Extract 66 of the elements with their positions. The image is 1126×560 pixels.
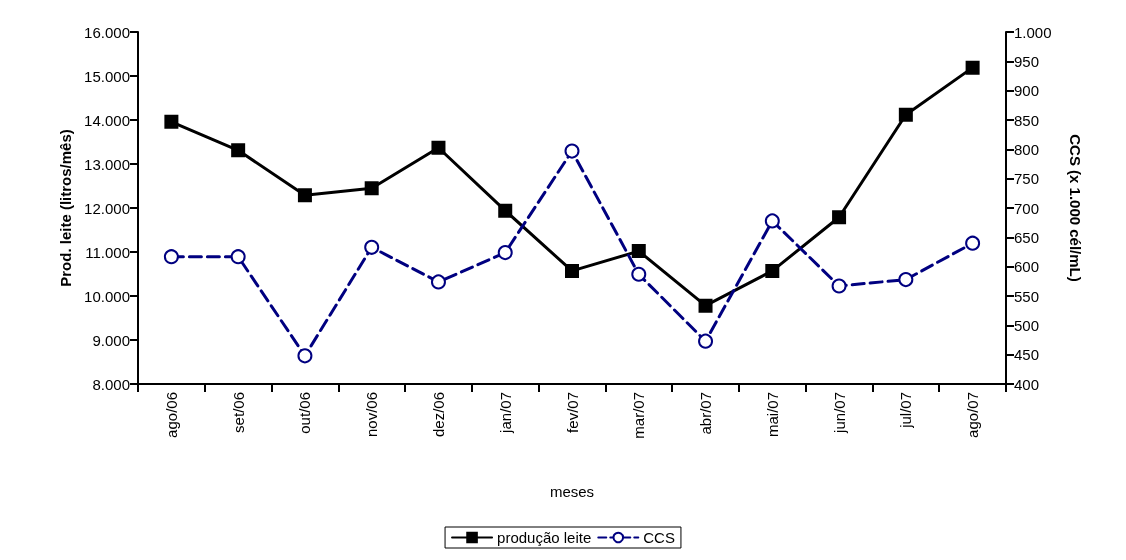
x-tick-label: fev/07 [563,392,581,433]
point [832,210,847,225]
x-axis-title: meses [549,483,595,500]
point [364,239,380,255]
y2-tick-label: 1.000 [1014,23,1052,41]
point [764,213,780,229]
y2-tick-label: 900 [1014,82,1040,100]
point [831,278,847,294]
x-tick-label: nov/06 [363,392,381,438]
y2-tick-label: 450 [1014,346,1040,364]
y2-tick-label: 500 [1014,316,1040,334]
y-tick-label: 16.000 [84,23,130,41]
x-tick-label: abr/07 [697,392,715,435]
point [965,235,981,251]
point [564,143,580,159]
y2-tick-label: 700 [1014,199,1040,217]
point [364,181,379,196]
y-tick-label: 11.000 [85,243,130,261]
y-axis-title: Prod. leite (litros/mês) [57,129,75,287]
point [430,274,446,290]
point [631,244,646,259]
point [698,298,713,313]
point [898,272,914,288]
x-tick-label: set/06 [229,392,247,433]
y2-tick-label: 750 [1014,170,1040,188]
y-tick-label: 9.000 [92,331,130,349]
y2-tick-label: 800 [1014,140,1040,158]
point [631,266,647,282]
x-tick-label: dez/06 [429,392,447,438]
point [498,203,513,218]
y2-tick-label: 650 [1014,228,1040,246]
legend-label: produção leite [497,529,592,546]
y2-tick-label: 400 [1014,375,1040,393]
legend-label: CCS [643,529,675,546]
point [765,263,780,278]
point [297,348,313,364]
x-tick-label: mai/07 [763,392,781,438]
point [497,245,513,261]
x-tick-label: out/06 [296,392,314,434]
y2-tick-label: 950 [1014,52,1040,70]
point [698,333,714,349]
y-tick-label: 8.000 [92,375,130,393]
y2-tick-label: 850 [1014,111,1040,129]
y-tick-label: 15.000 [84,67,130,85]
x-tick-label: ago/06 [162,392,180,438]
point [164,114,179,129]
y-tick-label: 13.000 [84,155,130,173]
y-tick-label: 10.000 [84,287,130,305]
point [230,249,246,265]
y-tick-label: 12.000 [84,199,130,217]
x-tick-label: jun/07 [830,392,848,434]
point [898,107,913,122]
y-tick-label: 14.000 [84,111,130,129]
y2-tick-label: 600 [1014,258,1040,276]
x-tick-label: mar/07 [630,392,648,439]
x-tick-label: ago/07 [964,392,982,438]
point [297,188,312,203]
point [231,143,246,158]
x-tick-label: jan/07 [496,392,514,434]
y2-axis-title: CCS (x 1.000 cél/mL) [1067,134,1084,282]
point [965,60,980,75]
point [431,140,446,155]
point [565,263,579,278]
point [163,249,179,265]
y2-tick-label: 550 [1014,287,1040,305]
x-tick-label: jul/07 [897,392,915,429]
